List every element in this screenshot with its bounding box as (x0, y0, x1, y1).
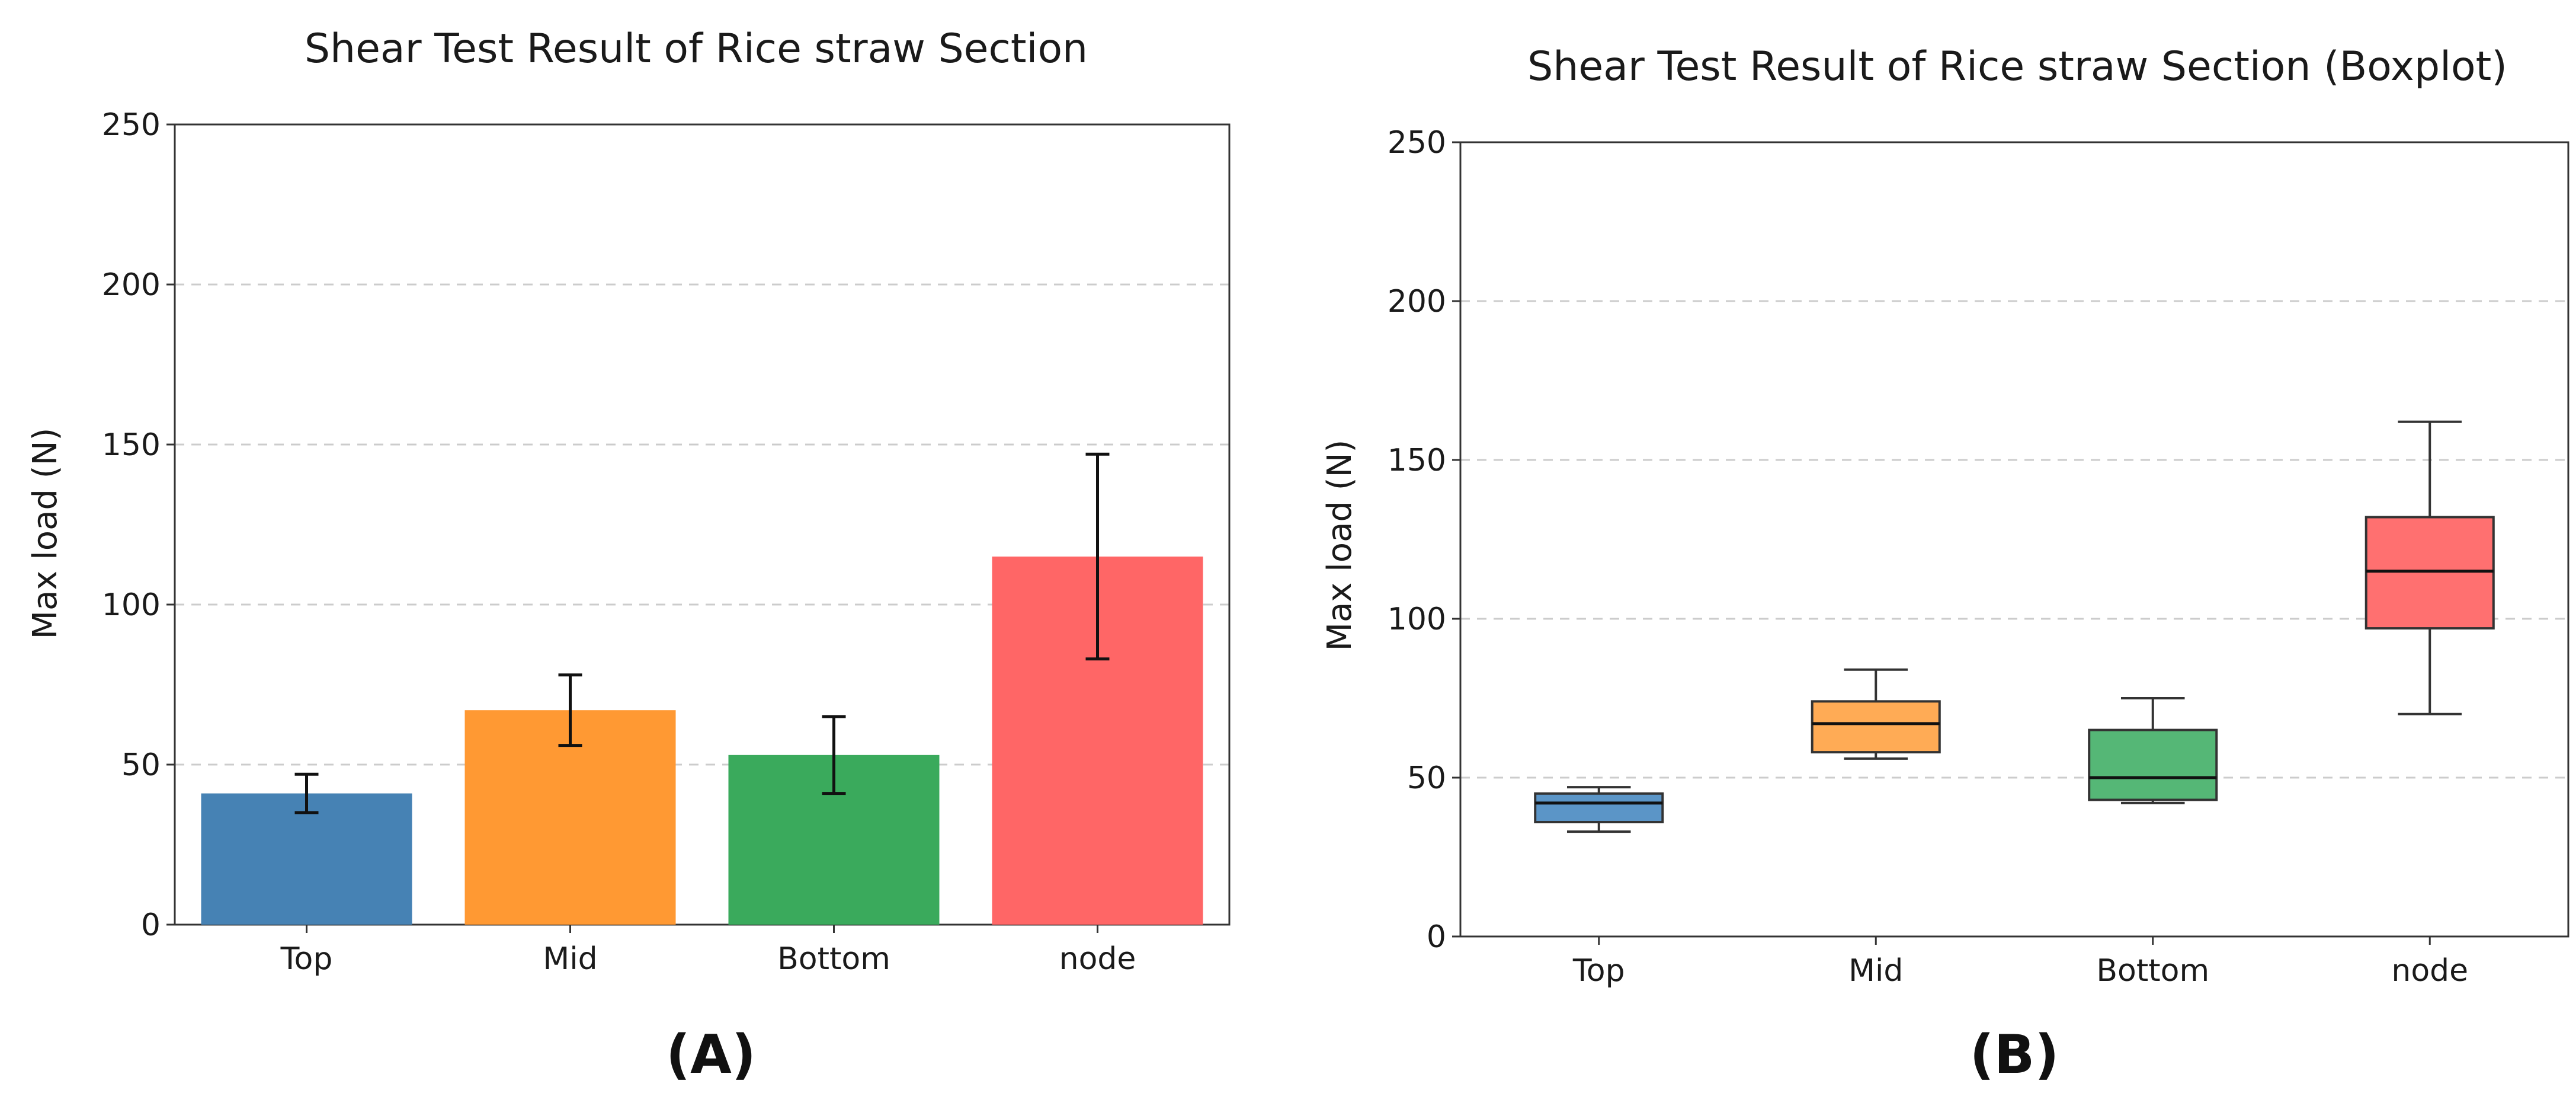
x-tick-label: node (2391, 953, 2468, 989)
y-tick-label: 50 (121, 747, 161, 783)
y-tick-label: 200 (1388, 284, 1446, 319)
boxplot-y-axis-label: Max load (N) (1321, 440, 1359, 651)
boxplot-panel: Shear Test Result of Rice straw Section … (1321, 43, 2569, 1086)
x-tick-label: Top (280, 941, 333, 977)
box-top (1534, 792, 1664, 824)
bar-chart-title: Shear Test Result of Rice straw Section (305, 25, 1088, 72)
x-tick-label: Bottom (2096, 953, 2209, 989)
bar-top (201, 793, 412, 925)
y-tick-label: 200 (102, 267, 161, 303)
x-tick-label: Mid (543, 941, 597, 977)
y-tick-label: 250 (1388, 125, 1446, 161)
y-tick-label: 100 (102, 587, 161, 623)
box-node (2364, 516, 2495, 630)
y-tick-label: 50 (1407, 760, 1446, 796)
boxplot-title: Shear Test Result of Rice straw Section … (1527, 43, 2507, 90)
y-tick-label: 100 (1388, 602, 1446, 637)
x-tick-label: Mid (1848, 953, 1903, 989)
panel-label-b: (B) (1970, 1024, 2059, 1086)
bar-chart-panel: Shear Test Result of Rice straw Section … (26, 25, 1231, 1086)
x-tick-label: Bottom (777, 941, 890, 977)
x-tick-label: node (1059, 941, 1136, 977)
y-tick-label: 0 (141, 907, 161, 943)
y-tick-label: 250 (102, 107, 161, 143)
y-tick-label: 150 (102, 427, 161, 463)
panel-label-a: (A) (666, 1024, 756, 1086)
y-tick-label: 150 (1388, 443, 1446, 478)
bar-chart-y-axis-label: Max load (N) (26, 428, 65, 640)
box-bottom (2088, 728, 2218, 801)
plot-frame (174, 123, 1231, 926)
box-mid (1811, 700, 1941, 754)
x-tick-label: Top (1572, 953, 1625, 989)
plot-frame (1459, 141, 2569, 938)
y-tick-label: 0 (1427, 919, 1446, 955)
